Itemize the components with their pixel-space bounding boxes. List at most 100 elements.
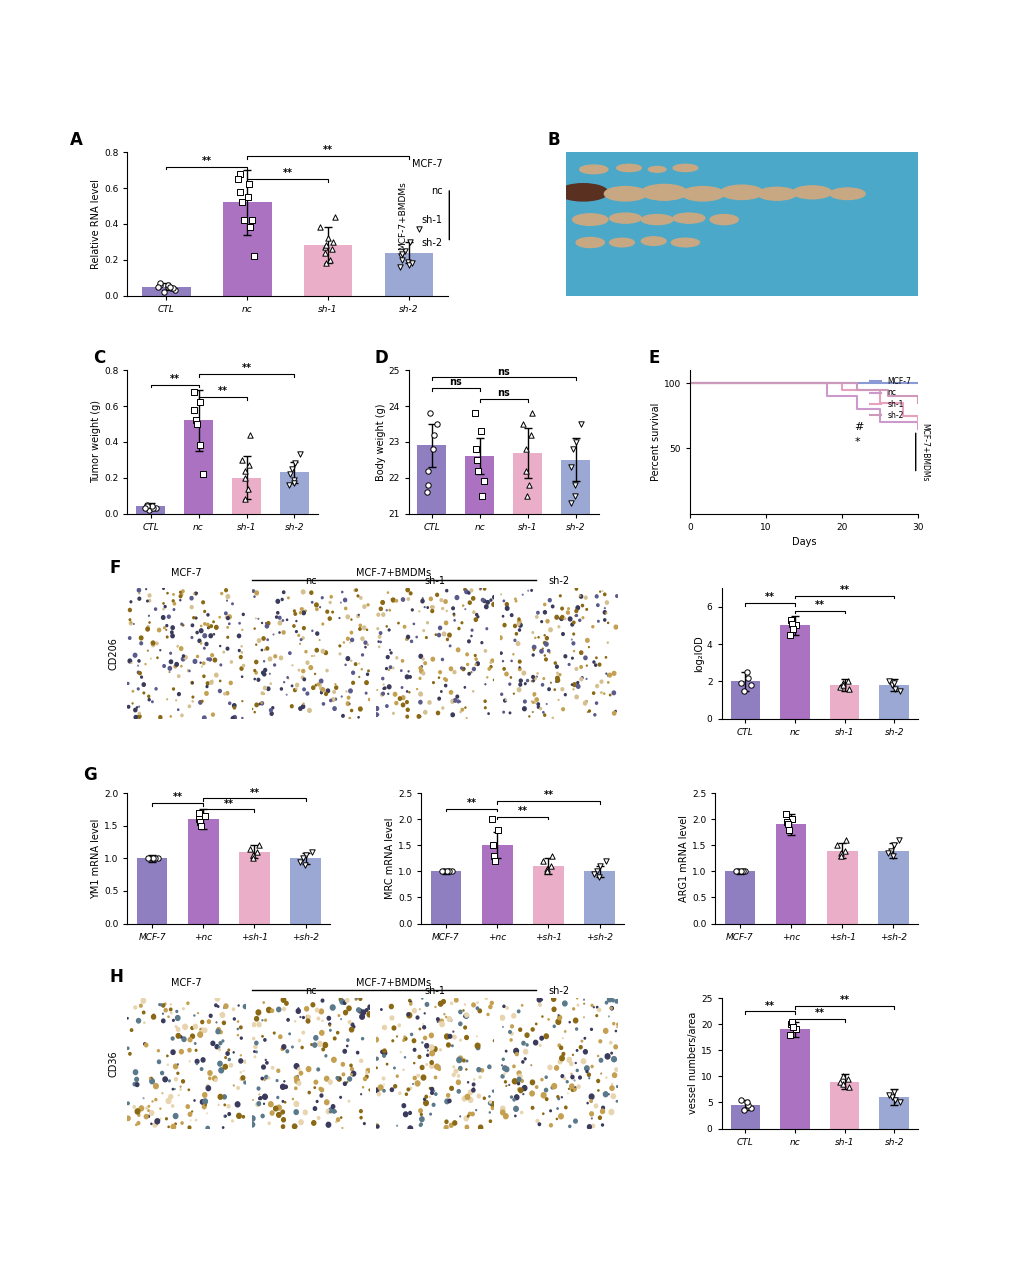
Circle shape	[466, 653, 468, 656]
Circle shape	[191, 681, 194, 683]
Circle shape	[472, 1083, 475, 1085]
Circle shape	[243, 664, 245, 667]
Circle shape	[614, 999, 618, 1003]
Circle shape	[406, 709, 409, 711]
Circle shape	[129, 621, 132, 625]
Circle shape	[306, 1019, 310, 1023]
Circle shape	[265, 624, 268, 628]
sh-1	[873, 382, 886, 397]
Point	[428, 413, 444, 434]
nc	[873, 402, 886, 417]
Circle shape	[379, 607, 382, 610]
Point	[538, 861, 554, 881]
Circle shape	[287, 597, 288, 598]
Circle shape	[317, 1117, 320, 1120]
Circle shape	[577, 1085, 580, 1088]
Circle shape	[514, 639, 516, 642]
Circle shape	[187, 1126, 191, 1129]
Point	[286, 453, 303, 473]
Circle shape	[571, 1075, 574, 1079]
Circle shape	[132, 691, 133, 692]
Circle shape	[467, 1115, 469, 1117]
Circle shape	[292, 625, 294, 628]
Circle shape	[369, 1089, 370, 1090]
Circle shape	[317, 1017, 319, 1019]
Circle shape	[468, 640, 470, 643]
Circle shape	[464, 1026, 466, 1028]
Text: **: **	[814, 600, 824, 610]
Point	[882, 675, 899, 695]
Circle shape	[499, 1016, 504, 1021]
Circle shape	[450, 1002, 452, 1004]
Circle shape	[137, 706, 138, 708]
Y-axis label: Body weight (g): Body weight (g)	[375, 403, 385, 481]
Circle shape	[301, 1046, 303, 1049]
Circle shape	[190, 596, 193, 600]
Circle shape	[510, 677, 511, 678]
Circle shape	[296, 689, 297, 690]
Circle shape	[203, 662, 205, 664]
Circle shape	[575, 610, 577, 612]
Point	[396, 241, 413, 261]
Point	[244, 210, 260, 231]
Circle shape	[540, 621, 542, 623]
Point	[235, 210, 252, 231]
Circle shape	[606, 1055, 608, 1056]
Circle shape	[213, 658, 216, 662]
Circle shape	[500, 1106, 504, 1111]
Circle shape	[243, 614, 244, 615]
Circle shape	[219, 681, 220, 682]
Circle shape	[560, 615, 564, 619]
Circle shape	[354, 590, 356, 591]
Circle shape	[286, 619, 287, 620]
Circle shape	[341, 1073, 344, 1075]
Circle shape	[238, 649, 239, 652]
Circle shape	[266, 1061, 268, 1064]
Circle shape	[284, 1002, 287, 1006]
Circle shape	[296, 683, 299, 687]
Circle shape	[499, 652, 501, 654]
Circle shape	[404, 1036, 405, 1037]
Circle shape	[292, 1123, 297, 1129]
Circle shape	[389, 666, 391, 668]
Circle shape	[306, 1066, 311, 1071]
Circle shape	[335, 1121, 336, 1122]
Circle shape	[380, 1009, 382, 1011]
Circle shape	[585, 701, 587, 702]
Point	[733, 1089, 749, 1110]
Circle shape	[171, 634, 174, 638]
Circle shape	[163, 626, 165, 629]
Circle shape	[141, 998, 146, 1003]
Circle shape	[209, 1077, 211, 1079]
Circle shape	[218, 1094, 222, 1099]
Circle shape	[541, 683, 543, 686]
Point	[884, 673, 901, 694]
Circle shape	[531, 1107, 533, 1110]
Circle shape	[362, 1037, 363, 1040]
sh-2	[911, 388, 923, 403]
Circle shape	[587, 1125, 591, 1129]
Circle shape	[595, 657, 596, 658]
Point	[739, 1094, 755, 1115]
Point	[243, 217, 259, 237]
Circle shape	[339, 998, 342, 1002]
Circle shape	[539, 1045, 540, 1046]
Circle shape	[439, 1019, 443, 1023]
Circle shape	[240, 1075, 245, 1080]
Circle shape	[207, 1019, 210, 1023]
Circle shape	[297, 1075, 298, 1078]
Circle shape	[579, 595, 582, 598]
Text: MCF-7+BMDMs: MCF-7+BMDMs	[356, 978, 431, 988]
Circle shape	[139, 1106, 144, 1111]
Circle shape	[138, 1115, 140, 1116]
Circle shape	[189, 1112, 192, 1116]
Point	[881, 841, 898, 861]
Circle shape	[411, 609, 413, 611]
Circle shape	[191, 1027, 194, 1030]
Bar	[560, 460, 590, 1267]
Point	[391, 256, 408, 276]
Circle shape	[597, 620, 598, 623]
Circle shape	[557, 1060, 561, 1064]
Circle shape	[432, 1046, 436, 1051]
Circle shape	[585, 609, 587, 610]
